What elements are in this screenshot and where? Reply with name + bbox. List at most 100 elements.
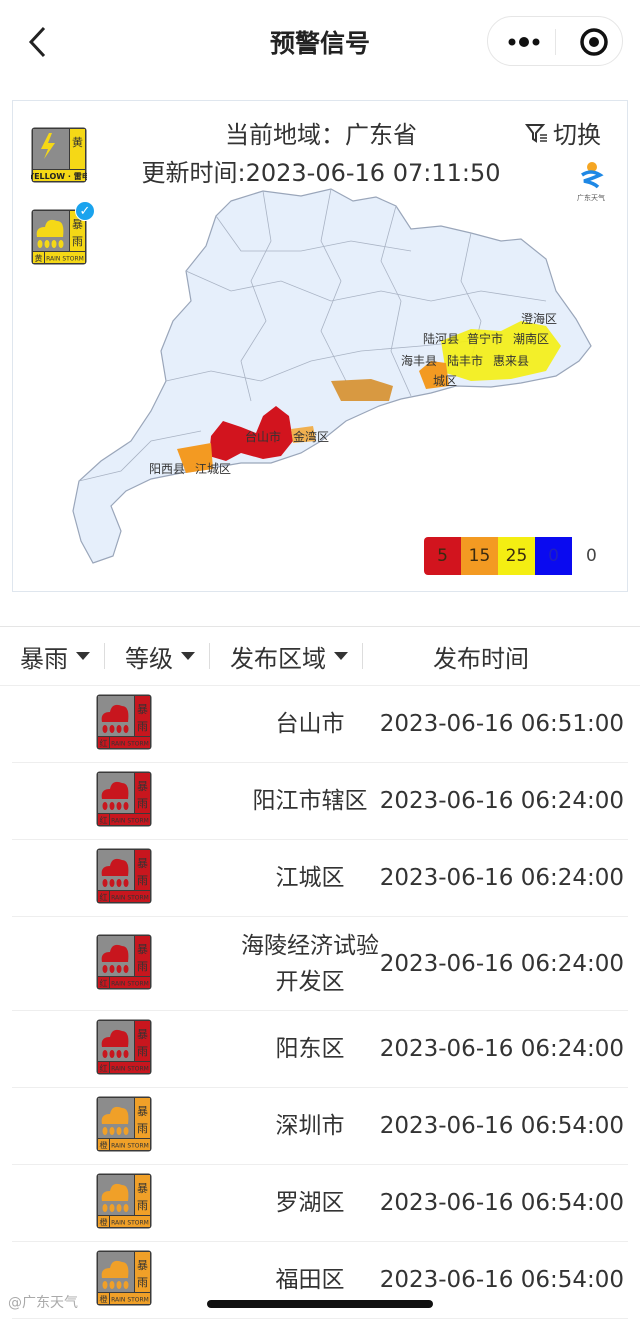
svg-text:RAIN STORM: RAIN STORM [111,1143,149,1150]
current-region: 当前地域：广东省 [225,121,417,149]
rainstorm-signal-icon: 暴雨红 RAIN STORM [96,771,152,831]
guangdong-weather-logo: 广东天气 [571,159,611,203]
yellow-area [441,321,561,381]
more-dots-icon[interactable] [500,25,548,59]
svg-text:RAIN STORM: RAIN STORM [111,741,149,748]
switch-label: 切换 [553,121,601,149]
rainstorm-signal-icon: 暴雨红 RAIN STORM [96,934,152,994]
red-area [209,406,293,461]
thunder-yellow-signal[interactable]: 黄 YELLOW · 雷电 [27,127,90,183]
svg-text:暴: 暴 [137,1182,148,1195]
guangdong-map[interactable]: 阳西县 江城区 台山市 金湾区 陆河县 普宁市 海丰县 陆丰市 惠来县 城区 潮… [13,101,629,593]
map-labels: 阳西县 江城区 台山市 金湾区 陆河县 普宁市 海丰县 陆丰市 惠来县 城区 潮… [149,311,557,476]
rainstorm-yellow-signal[interactable]: 暴雨黄 RAIN STORM [31,209,87,265]
svg-text:雨: 雨 [137,874,148,887]
svg-text:暴: 暴 [137,857,148,870]
legend-orange: 15 [461,537,498,575]
svg-text:雨: 雨 [137,797,148,810]
area-name: 台山市 [275,711,345,737]
legend-blue: 0 [535,537,572,575]
svg-text:RAIN STORM: RAIN STORM [111,980,149,987]
nav-bar: 预警信号 [0,0,640,85]
svg-text:RAIN STORM: RAIN STORM [46,256,84,263]
svg-text:红: 红 [100,978,108,988]
filter-type[interactable]: 暴雨 [0,639,104,674]
publish-time: 2023-06-16 06:24:00 [379,950,624,977]
map-label: 澄海区 [521,311,557,326]
map-label: 江城区 [195,462,231,476]
svg-text:暴: 暴 [137,1259,148,1272]
map-label: 阳西县 [149,462,185,476]
divider [362,643,363,669]
orange-area-jinwan [291,426,316,443]
table-row[interactable]: 暴雨红 RAIN STORM 阳东区 2023-06-16 06:24:00 [12,1011,628,1088]
svg-text:雨: 雨 [137,1122,148,1135]
svg-text:雨: 雨 [137,1045,148,1058]
map-label: 金湾区 [293,429,329,444]
svg-text:YELLOW · 雷电: YELLOW · 雷电 [31,171,87,181]
svg-text:RAIN STORM: RAIN STORM [111,1066,149,1073]
table-row[interactable]: 暴雨红 RAIN STORM 阳江市辖区 2023-06-16 06:24:00 [12,763,628,840]
svg-text:雨: 雨 [137,960,148,973]
table-row[interactable]: 暴雨橙 RAIN STORM 深圳市 2023-06-16 06:54:00 [12,1088,628,1165]
svg-text:RAIN STORM: RAIN STORM [111,1220,149,1227]
area-name: 罗湖区 [275,1190,345,1216]
svg-text:橙: 橙 [100,1140,108,1150]
publish-time: 2023-06-16 06:54:00 [379,1267,624,1293]
column-publish-time[interactable]: 发布时间 [433,644,529,673]
orange-area-west [177,443,213,473]
table-row[interactable]: 暴雨橙 RAIN STORM 福田区 2023-06-16 06:54:00 [12,1242,628,1319]
map-label: 陆河县 [423,331,459,346]
table-row[interactable]: 暴雨橙 RAIN STORM 罗湖区 2023-06-16 06:54:00 [12,1165,628,1242]
svg-text:红: 红 [100,892,108,902]
rainstorm-signal-icon: 暴雨红 RAIN STORM [96,848,152,908]
svg-text:雨: 雨 [137,1199,148,1212]
area-name: 江城区 [275,865,345,891]
filter-area[interactable]: 发布区域 [210,639,362,674]
divider [104,643,105,669]
orange-area-pearl [331,379,393,401]
svg-text:橙: 橙 [100,1294,108,1304]
area-name: 福田区 [275,1267,345,1293]
home-indicator [207,1300,433,1308]
svg-text:暴: 暴 [137,1105,148,1118]
legend-yellow: 25 [498,537,535,575]
svg-text:暴: 暴 [137,703,148,716]
divider [209,643,210,669]
mini-program-capsule [487,16,623,66]
svg-text:红: 红 [100,815,108,825]
publish-time: 2023-06-16 06:54:00 [379,1113,624,1139]
switch-region-button[interactable]: 切换 [525,115,601,150]
update-time: 更新时间:2023-06-16 07:11:50 [141,159,501,187]
svg-text:暴: 暴 [72,218,83,231]
legend-red: 5 [424,537,461,575]
filter-level[interactable]: 等级 [105,639,209,674]
publish-time: 2023-06-16 06:24:00 [379,865,624,891]
svg-text:RAIN STORM: RAIN STORM [111,895,149,902]
chevron-left-icon[interactable] [22,22,58,62]
map-label: 台山市 [245,429,281,444]
svg-text:暴: 暴 [137,780,148,793]
caret-down-icon [76,652,90,660]
district-borders [78,188,547,482]
divider [555,29,556,55]
watermark: @广东天气 [8,1295,78,1311]
rainstorm-signal-icon: 暴雨橙 RAIN STORM [96,1173,152,1233]
svg-text:黄: 黄 [35,253,43,263]
publish-time: 2023-06-16 06:24:00 [379,1036,624,1062]
table-row[interactable]: 暴雨红 RAIN STORM 海陵经济试验开发区 2023-06-16 06:24:0… [12,917,628,1011]
target-icon[interactable] [568,25,612,59]
table-row[interactable]: 暴雨红 RAIN STORM 江城区 2023-06-16 06:24:00 [12,840,628,917]
caret-down-icon [181,652,195,660]
publish-time: 2023-06-16 06:24:00 [379,788,624,814]
map-label: 惠来县 [493,354,529,368]
map-label: 潮南区 [513,331,549,346]
svg-text:雨: 雨 [137,720,148,733]
svg-text:橙: 橙 [100,1217,108,1227]
svg-text:雨: 雨 [72,235,83,248]
caret-down-icon [334,652,348,660]
table-row[interactable]: 暴雨红 RAIN STORM 台山市 2023-06-16 06:51:00 [12,686,628,763]
area-name: 阳东区 [275,1036,345,1062]
filter-icon [525,123,547,143]
filter-bar: 暴雨 等级 发布区域 发布时间 [0,626,640,686]
